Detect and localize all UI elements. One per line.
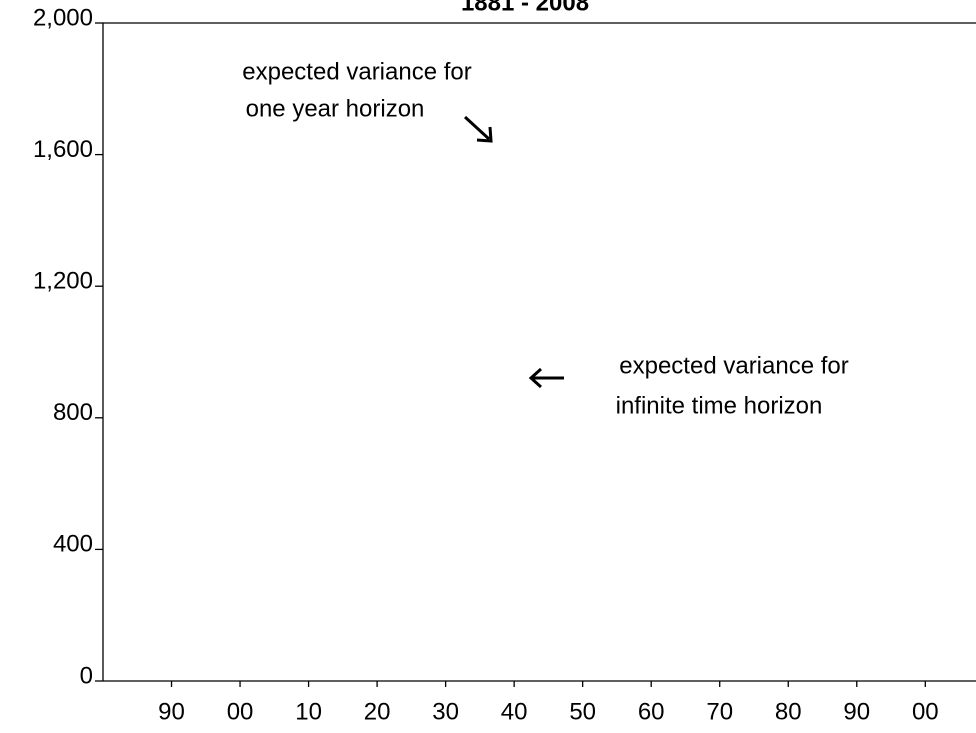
x-tick-label: 90 xyxy=(843,698,870,725)
x-tick-label: 60 xyxy=(638,698,665,725)
x-tick-label: 70 xyxy=(706,698,733,725)
annotation-line: one year horizon xyxy=(246,95,425,122)
y-tick-label: 0 xyxy=(80,662,93,689)
annotation-arrow xyxy=(528,367,564,389)
x-tick-label: 00 xyxy=(912,698,939,725)
x-tick-label: 40 xyxy=(501,698,528,725)
x-tick-label: 80 xyxy=(775,698,802,725)
x-tick-label: 30 xyxy=(432,698,459,725)
x-tick-label: 50 xyxy=(569,698,596,725)
x-tick-label: 00 xyxy=(227,698,254,725)
y-tick-label: 2,000 xyxy=(33,4,93,31)
y-tick-label: 1,200 xyxy=(33,268,93,295)
x-tick-label: 90 xyxy=(158,698,185,725)
chart-title: 1881 - 2008 xyxy=(461,0,589,16)
y-tick-label: 800 xyxy=(53,399,93,426)
annotation-line: expected variance for xyxy=(242,58,471,85)
annotation-line: expected variance for xyxy=(619,352,848,379)
annotation-line: infinite time horizon xyxy=(616,392,823,419)
x-tick-label: 20 xyxy=(364,698,391,725)
x-tick-label: 10 xyxy=(295,698,322,725)
y-tick-label: 400 xyxy=(53,531,93,558)
y-tick-label: 1,600 xyxy=(33,136,93,163)
annotation-arrow xyxy=(463,115,493,143)
